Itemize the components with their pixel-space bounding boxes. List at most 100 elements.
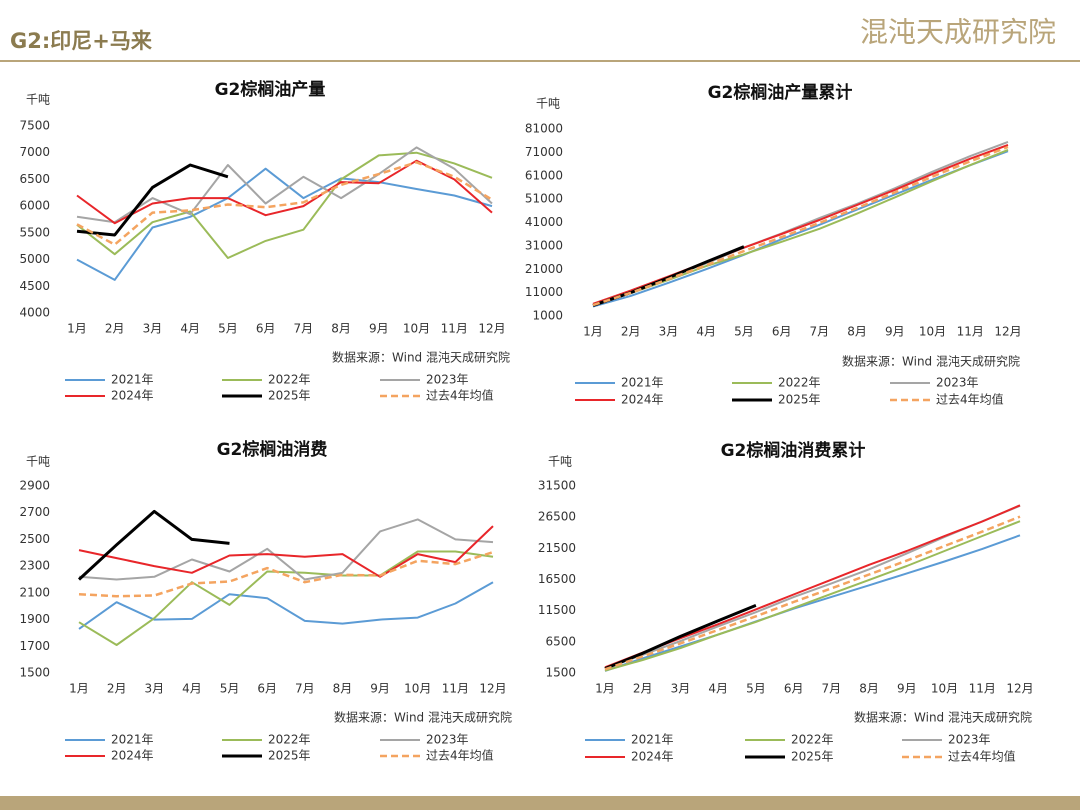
x-tick-label: 2月 xyxy=(633,682,653,696)
legend-label: 2022年 xyxy=(778,376,821,390)
y-tick-label: 1700 xyxy=(19,639,50,653)
x-tick-label: 2月 xyxy=(105,322,125,336)
legend-label: 2023年 xyxy=(426,373,469,387)
x-tick-label: 12月 xyxy=(1006,682,1033,696)
x-tick-label: 2月 xyxy=(107,682,127,696)
x-tick-label: 8月 xyxy=(331,322,351,336)
y-tick-label: 6000 xyxy=(19,199,50,213)
y-tick-label: 11000 xyxy=(525,285,563,299)
x-tick-label: 9月 xyxy=(369,322,389,336)
y-tick-label: 26500 xyxy=(538,510,576,524)
y-tick-label: 5500 xyxy=(19,225,50,239)
y-tick-label: 2100 xyxy=(19,585,50,599)
x-tick-label: 5月 xyxy=(218,322,238,336)
y-tick-label: 7500 xyxy=(19,119,50,133)
series-line xyxy=(592,144,1009,305)
chart-title: G2棕榈油产量 xyxy=(215,79,326,100)
x-tick-label: 11月 xyxy=(957,325,984,339)
series-line xyxy=(604,534,1021,672)
x-tick-label: 9月 xyxy=(370,682,390,696)
legend-label: 过去4年均值 xyxy=(426,748,494,763)
y-tick-label: 1500 xyxy=(19,666,50,680)
y-tick-label: 4500 xyxy=(19,279,50,293)
x-tick-label: 1月 xyxy=(583,325,603,339)
y-tick-label: 21500 xyxy=(538,541,576,555)
series-line xyxy=(76,167,493,281)
x-tick-label: 4月 xyxy=(696,325,716,339)
unit-label: 千吨 xyxy=(536,97,560,111)
x-tick-label: 4月 xyxy=(180,322,200,336)
source-note: 数据来源：Wind 混沌天成研究院 xyxy=(334,710,512,725)
x-tick-label: 4月 xyxy=(708,682,728,696)
header-title: G2:印尼+马来 xyxy=(10,29,153,53)
y-tick-label: 4000 xyxy=(19,306,50,320)
x-tick-label: 5月 xyxy=(220,682,240,696)
y-tick-label: 21000 xyxy=(525,262,563,276)
x-tick-label: 5月 xyxy=(734,325,754,339)
x-tick-label: 8月 xyxy=(333,682,353,696)
legend-label: 2022年 xyxy=(791,733,834,747)
chart-title: G2棕榈油消费 xyxy=(217,439,328,460)
y-tick-label: 2700 xyxy=(19,505,50,519)
y-tick-label: 7000 xyxy=(19,145,50,159)
series-line xyxy=(604,604,757,670)
x-tick-label: 3月 xyxy=(659,325,679,339)
unit-label: 千吨 xyxy=(548,455,572,469)
series-line xyxy=(76,146,493,224)
legend-label: 2024年 xyxy=(111,749,154,763)
y-tick-label: 6500 xyxy=(19,172,50,186)
y-tick-label: 1500 xyxy=(545,666,576,680)
legend-label: 2022年 xyxy=(268,733,311,747)
y-tick-label: 6500 xyxy=(545,634,576,648)
legend-label: 2021年 xyxy=(111,733,154,747)
chart-title: G2棕榈油产量累计 xyxy=(708,82,853,103)
x-tick-label: 6月 xyxy=(257,682,277,696)
legend-label: 2025年 xyxy=(268,749,311,763)
y-tick-label: 2300 xyxy=(19,559,50,573)
source-note: 数据来源：Wind 混沌天成研究院 xyxy=(332,350,510,365)
legend-label: 2022年 xyxy=(268,373,311,387)
series-line xyxy=(76,161,493,246)
x-tick-label: 12月 xyxy=(994,325,1021,339)
legend-label: 2021年 xyxy=(111,373,154,387)
y-tick-label: 31000 xyxy=(525,238,563,252)
y-tick-label: 51000 xyxy=(525,192,563,206)
x-tick-label: 5月 xyxy=(746,682,766,696)
series-line xyxy=(77,509,230,581)
x-tick-label: 1月 xyxy=(67,322,87,336)
y-tick-label: 1000 xyxy=(532,309,563,323)
unit-label: 千吨 xyxy=(26,93,50,107)
x-tick-label: 10月 xyxy=(403,322,430,336)
x-tick-label: 3月 xyxy=(671,682,691,696)
x-tick-label: 11月 xyxy=(442,682,469,696)
x-tick-label: 12月 xyxy=(479,682,506,696)
x-tick-label: 1月 xyxy=(595,682,615,696)
legend-label: 2023年 xyxy=(936,376,979,390)
y-tick-label: 81000 xyxy=(525,122,563,136)
x-tick-label: 3月 xyxy=(144,682,164,696)
series-line xyxy=(76,159,493,225)
series-line xyxy=(78,518,494,581)
series-line xyxy=(76,151,493,259)
x-tick-label: 6月 xyxy=(772,325,792,339)
x-tick-label: 11月 xyxy=(969,682,996,696)
legend-label: 2024年 xyxy=(621,393,664,407)
x-tick-label: 6月 xyxy=(784,682,804,696)
source-note: 数据来源：Wind 混沌天成研究院 xyxy=(854,710,1032,725)
x-tick-label: 9月 xyxy=(897,682,917,696)
chart-title: G2棕榈油消费累计 xyxy=(721,440,866,461)
x-tick-label: 4月 xyxy=(182,682,202,696)
y-tick-label: 16500 xyxy=(538,572,576,586)
y-tick-label: 2900 xyxy=(19,479,50,493)
x-tick-label: 1月 xyxy=(69,682,89,696)
x-tick-label: 7月 xyxy=(822,682,842,696)
y-tick-label: 61000 xyxy=(525,168,563,182)
x-tick-label: 9月 xyxy=(885,325,905,339)
x-tick-label: 10月 xyxy=(404,682,431,696)
legend-label: 2025年 xyxy=(778,393,821,407)
x-tick-label: 3月 xyxy=(143,322,163,336)
legend-label: 2023年 xyxy=(426,733,469,747)
x-tick-label: 7月 xyxy=(294,322,314,336)
series-line xyxy=(78,525,494,578)
